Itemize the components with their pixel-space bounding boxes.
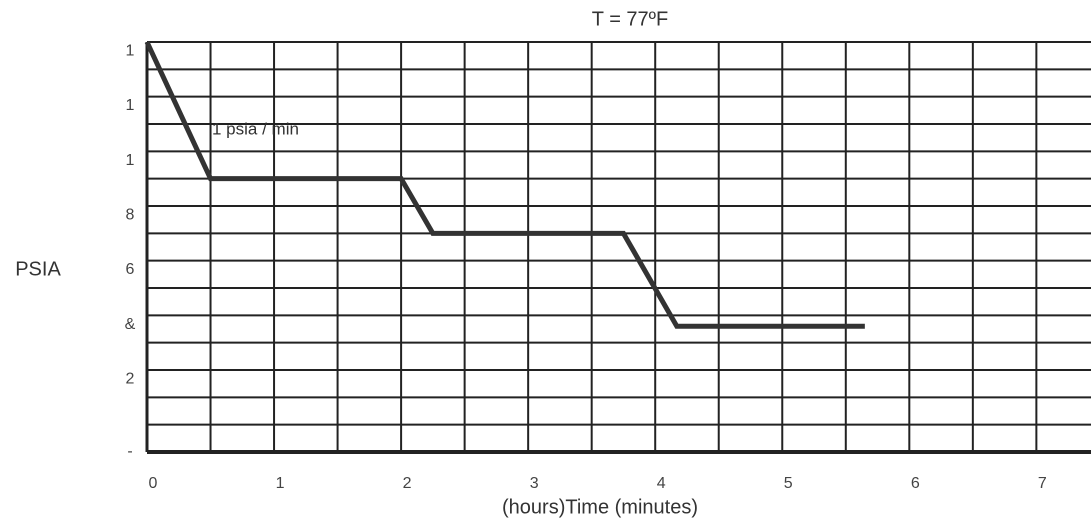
x-tick-label: 2 bbox=[403, 475, 412, 492]
x-axis-label: (hours)Time (minutes) bbox=[502, 496, 698, 518]
x-tick-label: 6 bbox=[911, 475, 920, 492]
y-tick-label: 2 bbox=[126, 371, 135, 388]
y-tick-label: & bbox=[125, 316, 136, 333]
y-tick-label: - bbox=[127, 443, 132, 460]
x-tick-label: 1 bbox=[276, 475, 285, 492]
y-tick-label: 8 bbox=[126, 207, 135, 224]
x-tick-label: 7 bbox=[1038, 475, 1047, 492]
y-tick-label: 1 bbox=[126, 43, 135, 60]
annotation: 1 psia / min bbox=[212, 119, 299, 138]
y-tick-label: 6 bbox=[126, 261, 135, 278]
x-tick-label: 5 bbox=[784, 475, 793, 492]
x-tick-label: 3 bbox=[530, 475, 539, 492]
y-axis-label: PSIA bbox=[15, 258, 61, 280]
y-tick-label: 1 bbox=[126, 97, 135, 114]
x-tick-label: 4 bbox=[657, 475, 666, 492]
x-tick-label: 0 bbox=[149, 475, 158, 492]
data-line bbox=[144, 40, 865, 329]
y-tick-label: 1 bbox=[126, 152, 135, 169]
chart-title: T = 77ºF bbox=[592, 8, 668, 30]
